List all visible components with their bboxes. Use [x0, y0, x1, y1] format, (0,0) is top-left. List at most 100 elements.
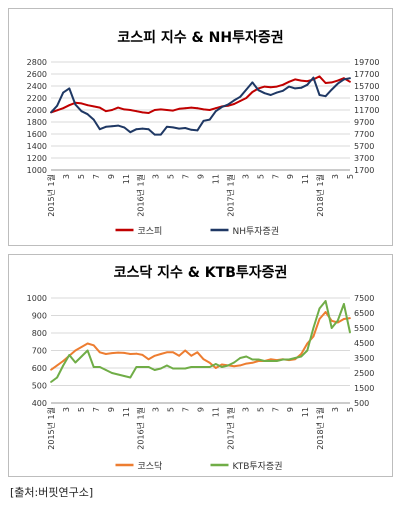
- data-point-s0-6: [86, 104, 89, 107]
- legend-label: KTB투자증권: [233, 460, 283, 472]
- x-tick-label: 3: [152, 407, 161, 412]
- data-point-s0-48: [342, 318, 345, 320]
- y-left-tick-label: 2000: [27, 106, 47, 115]
- data-point-s1-2: [62, 364, 65, 367]
- x-tick-label: 5: [346, 407, 355, 412]
- data-point-s1-38: [281, 358, 284, 361]
- data-point-s1-19: [166, 364, 168, 367]
- x-tick-label: 2015년 1월: [46, 174, 56, 217]
- data-point-s1-5: [80, 110, 83, 113]
- data-point-s1-22: [184, 367, 187, 370]
- data-point-s1-10: [111, 372, 113, 374]
- y-right-tick-label: 11700: [354, 106, 379, 115]
- data-point-s1-48: [342, 303, 345, 305]
- data-point-s1-16: [147, 128, 150, 131]
- data-point-s1-24: [196, 366, 199, 368]
- data-point-s1-9: [105, 125, 107, 128]
- data-point-s0-23: [190, 106, 193, 109]
- data-point-s1-11: [117, 124, 120, 127]
- data-point-s1-34: [257, 89, 260, 92]
- data-point-s0-22: [184, 349, 187, 352]
- data-point-s1-6: [86, 113, 89, 116]
- data-point-s0-33: [251, 91, 254, 93]
- x-tick-label: 2018년 1월: [315, 174, 325, 217]
- data-point-s0-7: [92, 105, 95, 108]
- data-point-s1-18: [159, 133, 162, 136]
- data-point-s0-49: [349, 80, 351, 83]
- data-point-s1-37: [275, 91, 278, 94]
- x-tick-label: 9: [197, 174, 206, 179]
- data-point-s0-15: [141, 111, 144, 114]
- x-tick-label: 2016년 1월: [136, 407, 146, 450]
- data-point-s1-15: [141, 127, 144, 130]
- data-point-s1-46: [330, 88, 333, 91]
- data-point-s1-39: [288, 85, 290, 88]
- data-point-s1-28: [220, 106, 223, 108]
- data-point-s0-43: [312, 335, 315, 338]
- data-point-s0-1: [56, 109, 59, 112]
- data-point-s0-28: [220, 363, 223, 366]
- data-point-s1-45: [324, 95, 327, 98]
- data-point-s0-27: [214, 107, 217, 110]
- x-tick-label: 7: [182, 174, 191, 179]
- y-left-tick-label: 600: [32, 364, 47, 373]
- series-line-0: [50, 75, 351, 114]
- data-point-s1-45: [324, 300, 327, 302]
- data-point-s1-7: [92, 118, 95, 121]
- data-point-s1-11: [117, 373, 120, 376]
- x-tick-label: 3: [62, 174, 71, 179]
- data-point-s0-25: [202, 108, 205, 111]
- chart-kosdaq-ktb: 코스닥 지수 & KTB투자증권 400 500 600 700 800 900 1000 50…: [8, 254, 393, 477]
- data-point-s1-9: [105, 369, 107, 371]
- x-tick-label: 11: [211, 407, 220, 417]
- data-point-s1-41: [300, 355, 303, 358]
- data-point-s1-5: [80, 355, 83, 358]
- chart-kospi-nh: 코스피 지수 & NH투자증권 1000 1200 1400 1600 1800 2000 2…: [8, 8, 393, 246]
- data-point-s1-21: [178, 367, 181, 370]
- y-left-tick-label: 1000: [27, 294, 47, 303]
- data-point-s1-44: [318, 307, 321, 310]
- y-left-tick-label: 800: [32, 329, 47, 338]
- x-tick-label: 3: [241, 407, 250, 412]
- data-point-s0-26: [208, 361, 211, 364]
- y-left-tick-label: 2600: [27, 70, 47, 79]
- y-right-tick-label: 5700: [354, 142, 374, 151]
- data-point-s0-46: [330, 319, 333, 322]
- data-point-s0-10: [111, 352, 113, 355]
- x-tick-label: 9: [107, 407, 116, 412]
- data-point-s0-30: [233, 103, 235, 105]
- chart-svg-kospi-nh: 코스피 지수 & NH투자증권 1000 1200 1400 1600 1800 2000 2…: [27, 30, 380, 237]
- data-point-s0-8: [98, 351, 101, 354]
- data-point-s1-29: [227, 103, 229, 106]
- y-left-tick-label: 500: [32, 382, 47, 391]
- legend-label: 코스피: [138, 226, 163, 237]
- data-point-s1-46: [330, 327, 333, 329]
- data-point-s1-44: [318, 94, 321, 96]
- data-point-s1-16: [147, 366, 150, 368]
- data-point-s0-27: [214, 367, 217, 369]
- data-point-s0-10: [111, 109, 113, 111]
- data-point-s1-6: [86, 349, 89, 352]
- data-point-s1-26: [208, 118, 211, 121]
- data-point-s0-12: [123, 352, 126, 354]
- data-point-s0-40: [294, 78, 296, 81]
- data-point-s1-17: [153, 133, 156, 136]
- data-point-s1-36: [269, 94, 272, 96]
- y-right-tick-label: 7500: [354, 294, 374, 303]
- data-point-s1-40: [294, 357, 296, 359]
- y-left-tick-label: 1400: [27, 142, 47, 151]
- data-point-s0-1: [56, 364, 59, 367]
- data-point-s1-3: [68, 354, 71, 356]
- y-right-tick-label: 19700: [354, 58, 379, 67]
- y-left-tick-label: 2800: [27, 58, 47, 67]
- data-point-s1-23: [190, 366, 193, 368]
- data-point-s1-49: [349, 77, 351, 80]
- data-point-s1-14: [135, 128, 138, 131]
- data-point-s0-20: [172, 109, 174, 112]
- legend-label: NH투자증권: [233, 225, 280, 237]
- data-point-s1-43: [312, 76, 315, 79]
- data-point-s0-39: [288, 80, 290, 83]
- y-left-tick-label: 700: [32, 347, 47, 356]
- data-point-s1-39: [288, 358, 290, 361]
- data-point-s1-22: [184, 127, 187, 129]
